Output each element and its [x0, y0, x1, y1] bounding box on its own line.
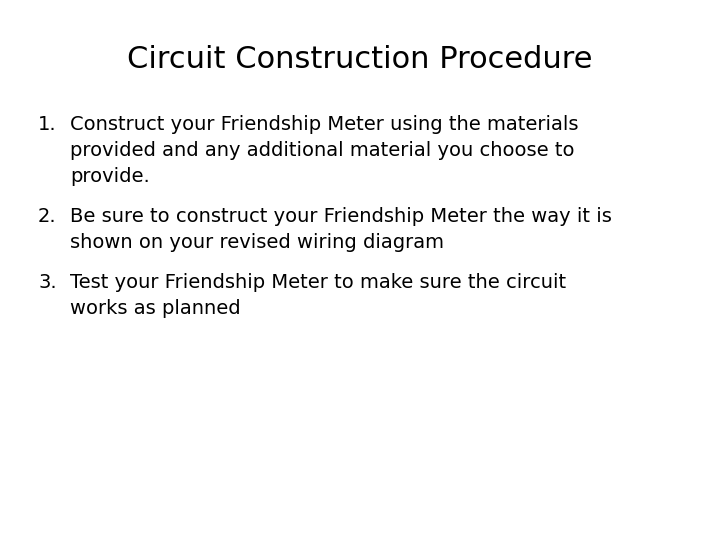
Text: Construct your Friendship Meter using the materials: Construct your Friendship Meter using th…	[70, 115, 578, 134]
Text: 2.: 2.	[38, 207, 57, 226]
Text: Be sure to construct your Friendship Meter the way it is: Be sure to construct your Friendship Met…	[70, 207, 612, 226]
Text: Circuit Construction Procedure: Circuit Construction Procedure	[127, 45, 593, 74]
Text: 3.: 3.	[38, 273, 57, 292]
Text: works as planned: works as planned	[70, 299, 240, 318]
Text: provided and any additional material you choose to: provided and any additional material you…	[70, 141, 575, 160]
Text: Test your Friendship Meter to make sure the circuit: Test your Friendship Meter to make sure …	[70, 273, 566, 292]
Text: 1.: 1.	[38, 115, 57, 134]
Text: provide.: provide.	[70, 167, 150, 186]
Text: shown on your revised wiring diagram: shown on your revised wiring diagram	[70, 233, 444, 252]
